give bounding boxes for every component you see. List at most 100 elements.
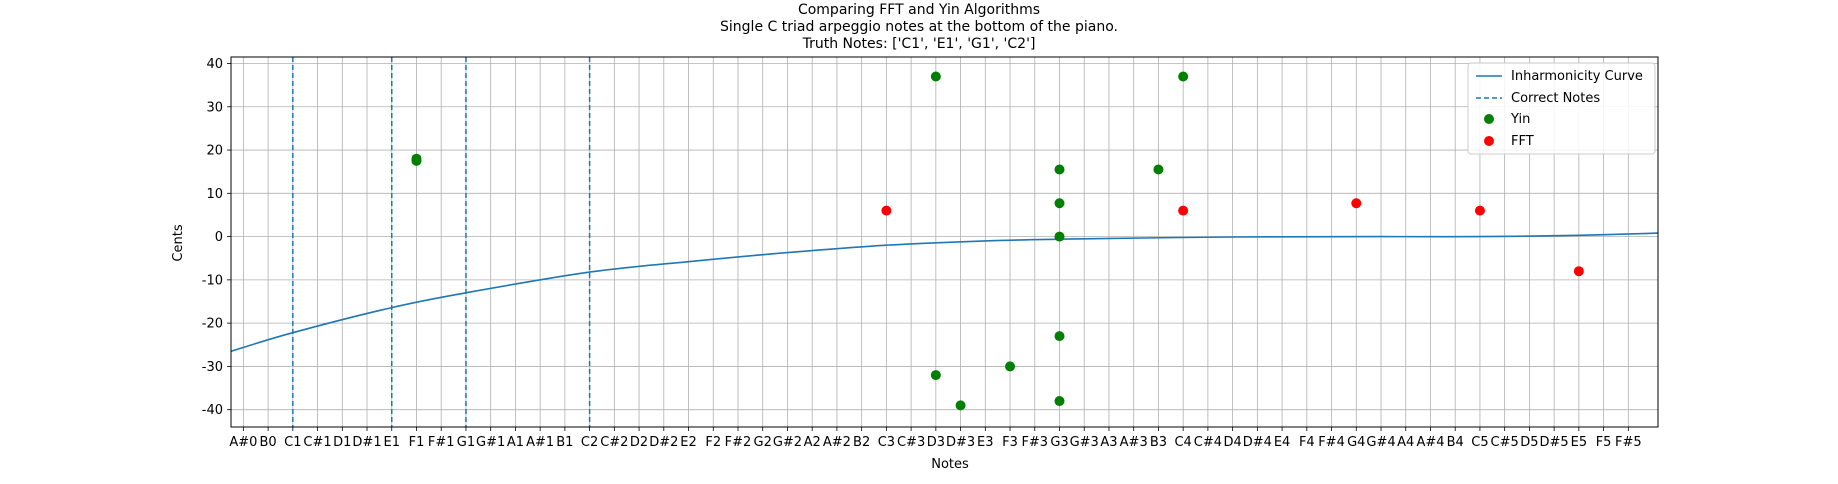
title-line-3: Truth Notes: ['C1', 'E1', 'G1', 'C2']: [802, 36, 1036, 52]
x-tick-label: A#3: [1120, 435, 1148, 450]
x-axis-ticks: A#0 B0 C1 C#1 D1 D#1 E1 F1 F#1 G1 G#1 A1 A#1 B1 C2 C#2 D…: [229, 427, 1642, 450]
y-tick-label: -10: [202, 273, 223, 288]
x-tick-label: G2: [754, 435, 772, 450]
yin-point: [1054, 231, 1065, 242]
x-tick-label: F4: [1299, 435, 1315, 450]
x-tick-label: A2: [804, 435, 821, 450]
x-tick-label: C5: [1471, 435, 1488, 450]
x-tick-label: C#3: [897, 435, 925, 450]
x-tick-label: G#1: [476, 435, 505, 450]
fft-point: [1178, 205, 1189, 216]
correct-notes-lines: [292, 57, 591, 427]
y-tick-label: -40: [202, 403, 223, 418]
x-tick-label: A#4: [1416, 435, 1444, 450]
y-tick-label: -20: [202, 317, 223, 332]
x-tick-label: F#1: [428, 435, 455, 450]
x-tick-label: B0: [259, 435, 276, 450]
yin-point: [1054, 164, 1065, 175]
title-line-2: Single C triad arpeggio notes at the bot…: [720, 19, 1118, 35]
legend-yin-swatch: [1484, 114, 1494, 124]
x-tick-label: D#4: [1243, 435, 1272, 450]
yin-point: [1054, 331, 1065, 342]
legend-correct-label: Correct Notes: [1511, 91, 1600, 106]
x-tick-label: C3: [878, 435, 895, 450]
x-tick-label: D5: [1520, 435, 1538, 450]
x-tick-label: F3: [1002, 435, 1018, 450]
x-tick-label: F1: [409, 435, 425, 450]
y-tick-label: -30: [202, 360, 223, 375]
x-tick-label: F#4: [1318, 435, 1345, 450]
x-tick-label: F#3: [1021, 435, 1048, 450]
x-tick-label: G1: [457, 435, 475, 450]
x-tick-label: C#2: [600, 435, 628, 450]
x-tick-label: E1: [384, 435, 401, 450]
x-tick-label: F#5: [1615, 435, 1642, 450]
yin-point: [1054, 396, 1065, 407]
legend: Inharmonicity Curve Correct Notes Yin FF…: [1467, 62, 1656, 155]
x-tick-label: B2: [853, 435, 870, 450]
x-tick-label: E4: [1274, 435, 1291, 450]
fft-point: [881, 205, 892, 216]
grid-lines: [231, 57, 1658, 427]
x-tick-label: D#3: [946, 435, 975, 450]
legend-box: [1467, 62, 1656, 155]
y-tick-label: 20: [206, 144, 223, 159]
y-tick-label: 10: [206, 187, 223, 202]
x-tick-label: G3: [1050, 435, 1068, 450]
yin-point: [1005, 361, 1016, 372]
x-tick-label: E2: [680, 435, 697, 450]
yin-point: [930, 71, 941, 82]
yin-point: [955, 400, 966, 411]
y-axis-label: Cents: [171, 224, 186, 261]
fft-point: [1474, 205, 1485, 216]
x-tick-label: D#5: [1540, 435, 1569, 450]
x-tick-label: D#2: [649, 435, 678, 450]
legend-yin-label: Yin: [1510, 112, 1530, 127]
inharmonicity-curve-line: [230, 232, 1659, 353]
fft-point: [1573, 266, 1584, 277]
x-tick-label: B4: [1447, 435, 1464, 450]
y-axis-ticks: -40 -30 -20 -10 0 10 20 30 40: [202, 57, 231, 418]
x-tick-label: B3: [1150, 435, 1167, 450]
x-tick-label: C2: [581, 435, 598, 450]
x-tick-label: E5: [1571, 435, 1588, 450]
legend-fft-swatch: [1484, 136, 1494, 146]
chart-title: Comparing FFT and Yin Algorithms Single …: [720, 2, 1118, 52]
fft-point: [1351, 198, 1362, 209]
x-tick-label: D1: [333, 435, 351, 450]
x-tick-label: A1: [507, 435, 524, 450]
x-tick-label: C4: [1174, 435, 1191, 450]
x-tick-label: G#3: [1070, 435, 1099, 450]
yin-point: [1153, 164, 1164, 175]
x-tick-label: D4: [1223, 435, 1241, 450]
legend-curve-label: Inharmonicity Curve: [1511, 69, 1643, 84]
title-line-1: Comparing FFT and Yin Algorithms: [798, 2, 1040, 18]
x-tick-label: C1: [284, 435, 301, 450]
x-tick-label: A4: [1397, 435, 1414, 450]
x-tick-label: D#1: [352, 435, 381, 450]
x-tick-label: F#2: [725, 435, 752, 450]
x-tick-label: A#2: [823, 435, 851, 450]
x-tick-label: A#1: [526, 435, 554, 450]
x-tick-label: E3: [977, 435, 994, 450]
y-tick-label: 30: [206, 100, 223, 115]
x-tick-label: C#1: [303, 435, 331, 450]
x-tick-label: C#5: [1491, 435, 1519, 450]
yin-point: [1178, 71, 1189, 82]
x-tick-label: A#0: [229, 435, 257, 450]
legend-fft-label: FFT: [1511, 134, 1534, 149]
x-axis-label: Notes: [931, 457, 969, 472]
scatter-points: [411, 71, 1584, 411]
x-tick-label: D2: [630, 435, 648, 450]
x-tick-label: B1: [556, 435, 573, 450]
yin-point: [930, 370, 941, 381]
yin-point: [1054, 198, 1065, 209]
x-tick-label: C#4: [1194, 435, 1222, 450]
x-tick-label: G#2: [773, 435, 802, 450]
x-tick-label: D3: [927, 435, 945, 450]
x-tick-label: F2: [705, 435, 721, 450]
yin-point: [411, 155, 422, 166]
y-tick-label: 0: [215, 230, 223, 245]
